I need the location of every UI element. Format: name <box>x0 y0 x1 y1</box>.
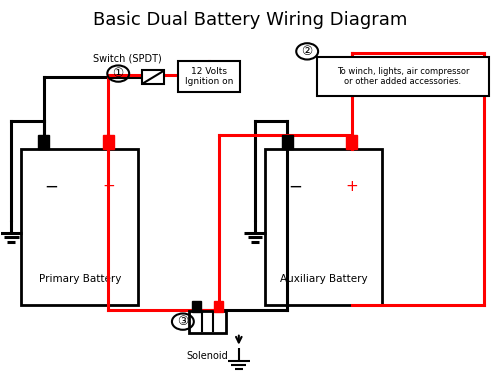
Text: Primary Battery: Primary Battery <box>38 274 121 284</box>
Bar <box>214 301 224 312</box>
Bar <box>192 301 201 312</box>
Bar <box>189 311 226 333</box>
Text: −: − <box>288 178 302 195</box>
Bar <box>22 150 138 305</box>
Bar <box>38 135 49 150</box>
Bar <box>346 135 358 150</box>
Text: To winch, lights, air compressor
or other added accessories.: To winch, lights, air compressor or othe… <box>336 67 469 86</box>
Text: −: − <box>44 178 58 195</box>
Text: ③: ③ <box>177 315 188 328</box>
Text: Basic Dual Battery Wiring Diagram: Basic Dual Battery Wiring Diagram <box>93 11 407 29</box>
Bar <box>265 150 382 305</box>
Text: Solenoid: Solenoid <box>187 351 228 361</box>
Bar <box>142 70 164 84</box>
Text: Switch (SPDT): Switch (SPDT) <box>94 54 162 64</box>
Bar <box>282 135 293 150</box>
Text: +: + <box>102 179 115 194</box>
Bar <box>103 135 114 150</box>
Text: ②: ② <box>302 45 313 58</box>
Text: +: + <box>346 179 358 194</box>
Text: Auxiliary Battery: Auxiliary Battery <box>280 274 367 284</box>
Bar <box>178 61 240 92</box>
Bar <box>317 57 488 96</box>
Text: 12 Volts
Ignition on: 12 Volts Ignition on <box>185 67 233 86</box>
Text: ①: ① <box>112 67 124 80</box>
